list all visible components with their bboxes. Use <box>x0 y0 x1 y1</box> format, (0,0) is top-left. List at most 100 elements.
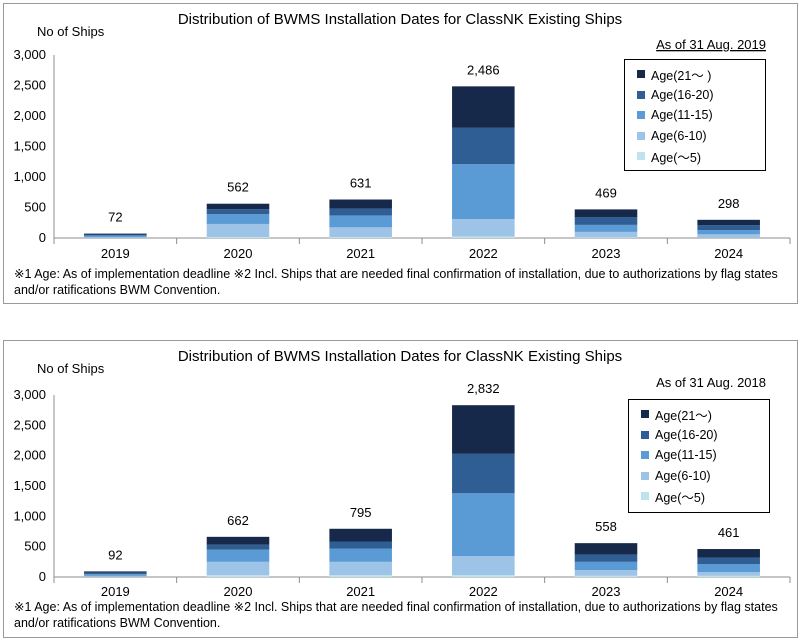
bar-segment <box>84 571 147 573</box>
bar-segment <box>206 536 270 545</box>
legend-item: Age(6-10) <box>625 126 765 147</box>
y-axis-label: No of Ships <box>37 24 105 39</box>
footnote: ※1 Age: As of implementation deadline ※2… <box>14 267 778 297</box>
bar-total-label: 92 <box>108 547 122 562</box>
y-tick-label: 1,500 <box>13 478 46 493</box>
bar-segment <box>84 236 147 238</box>
legend-item: Age(11-15) <box>625 105 765 126</box>
as-of-date: As of 31 Aug. 2018 <box>656 375 766 390</box>
y-tick-label: 1,000 <box>13 169 46 184</box>
bar-segment <box>206 237 270 238</box>
x-tick-label: 2022 <box>469 246 498 261</box>
y-tick-label: 3,000 <box>13 387 46 402</box>
bar-segment <box>206 203 270 210</box>
chart-svg: Distribution of BWMS Installation Dates … <box>13 348 791 599</box>
legend: Age(21〜 ) Age(16-20) Age(11-15) Age(6-10) Ag… <box>624 59 766 171</box>
y-axis-label: No of Ships <box>37 361 105 376</box>
y-tick-label: 0 <box>39 230 46 245</box>
bar-segment <box>574 224 638 232</box>
bar-segment <box>574 554 638 562</box>
legend-label: Age(11-15) <box>655 448 717 463</box>
bar-segment <box>697 557 760 565</box>
legend: Age(21〜) Age(16-20) Age(11-15) Age(6-10) Age… <box>628 399 770 513</box>
footnote: ※1 Age: As of implementation deadline ※2… <box>14 600 778 630</box>
chart-panel-2019: Distribution of BWMS Installation Dates … <box>3 3 798 304</box>
bar-segment <box>574 561 638 571</box>
legend-label: Age(〜5) <box>651 150 702 165</box>
legend-item: Age(6-10) <box>629 466 769 487</box>
legend-swatch <box>641 410 649 419</box>
bar-segment <box>697 219 760 226</box>
bar-segment <box>574 543 638 555</box>
legend-swatch <box>641 430 649 439</box>
y-tick-label: 3,000 <box>13 47 46 62</box>
bar-segment <box>697 549 760 558</box>
x-tick-label: 2024 <box>714 246 743 261</box>
bar-segment <box>697 575 760 577</box>
bar-segment <box>697 234 760 238</box>
y-tick-label: 500 <box>24 539 46 554</box>
bar-segment <box>84 235 147 237</box>
bar-total-label: 795 <box>350 505 372 520</box>
bar-segment <box>206 209 270 215</box>
x-tick-label: 2022 <box>469 584 498 599</box>
bar-segment <box>329 208 392 216</box>
legend-item: Age(〜5) <box>629 486 769 507</box>
chart-panel-2018: Distribution of BWMS Installation Dates … <box>3 340 798 638</box>
as-of-date: As of 31 Aug. 2019 <box>656 37 766 52</box>
bar-segment <box>574 575 638 577</box>
legend-swatch <box>637 152 645 161</box>
y-tick-label: 2,500 <box>13 417 46 432</box>
bar-segment <box>452 164 515 220</box>
bar-total-label: 461 <box>718 525 740 540</box>
legend-item: Age(16-20) <box>625 85 765 106</box>
y-tick-label: 1,000 <box>13 508 46 523</box>
y-tick-label: 0 <box>39 569 46 584</box>
chart-svg: Distribution of BWMS Installation Dates … <box>13 11 791 261</box>
bar-segment <box>84 234 147 236</box>
chart-title: Distribution of BWMS Installation Dates … <box>178 11 622 28</box>
legend-swatch <box>641 451 649 460</box>
legend-swatch <box>637 111 645 120</box>
y-tick-label: 2,000 <box>13 448 46 463</box>
bar-total-label: 72 <box>108 210 122 225</box>
bar-segment <box>452 575 515 577</box>
bar-segment <box>206 214 270 224</box>
bar-segment <box>452 86 515 128</box>
bar-segment <box>452 127 515 165</box>
x-tick-label: 2019 <box>101 246 130 261</box>
bar-segment <box>84 574 147 576</box>
y-tick-label: 500 <box>24 200 46 215</box>
legend-label: Age(6-10) <box>651 128 707 143</box>
bar-segment <box>206 561 270 576</box>
bar-total-label: 562 <box>227 180 249 195</box>
bar-segment <box>206 575 270 577</box>
x-tick-label: 2021 <box>346 584 375 599</box>
x-tick-label: 2024 <box>714 584 743 599</box>
bar-total-label: 558 <box>595 519 617 534</box>
bar-segment <box>697 230 760 235</box>
y-tick-label: 2,000 <box>13 108 46 123</box>
bar-segment <box>329 528 392 542</box>
bar-segment <box>329 237 392 238</box>
legend-swatch <box>637 131 645 140</box>
legend-label: Age(21〜 ) <box>651 68 712 83</box>
bar-segment <box>574 217 638 225</box>
x-tick-label: 2021 <box>346 246 375 261</box>
bar-segment <box>329 575 392 577</box>
bar-segment <box>452 405 515 454</box>
bar-segment <box>329 227 392 238</box>
bar-total-label: 631 <box>350 176 372 191</box>
bar-segment <box>206 544 270 550</box>
legend-label: Age(〜5) <box>655 490 706 505</box>
bar-total-label: 2,832 <box>467 381 500 396</box>
bar-segment <box>329 215 392 228</box>
bar-segment <box>452 219 515 237</box>
bar-segment <box>452 493 515 557</box>
legend-label: Age(16-20) <box>655 427 718 442</box>
y-tick-label: 2,500 <box>13 78 46 93</box>
bar-segment <box>452 453 515 494</box>
bar-segment <box>574 231 638 238</box>
x-tick-label: 2023 <box>592 584 621 599</box>
chart-title: Distribution of BWMS Installation Dates … <box>178 348 622 365</box>
